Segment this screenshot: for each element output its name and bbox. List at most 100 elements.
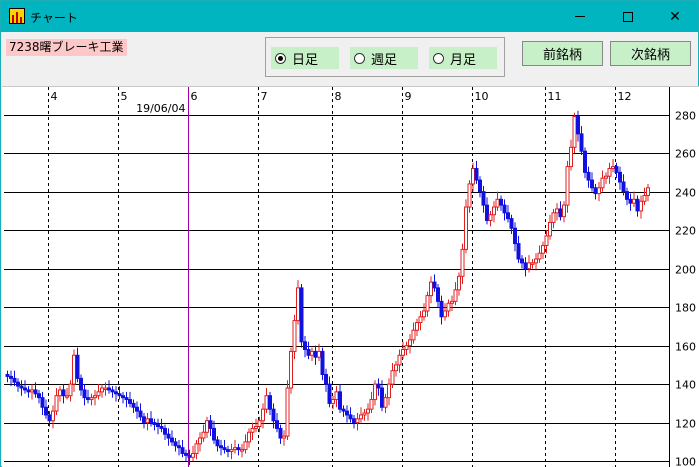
close-button[interactable]: ✕ [652,1,698,32]
candle-down [170,437,174,443]
candle-up [373,383,377,401]
y-tick-label: 240 [675,187,696,200]
candle-up [100,387,104,393]
chart-svg: 100 120 140 160 180 200 220 240 260 280 4 5 6 7 8 9 10 11… [4,87,696,467]
candle-down [380,387,384,408]
candle-up [394,364,398,372]
candle-up [194,443,199,454]
candle-up [355,418,360,424]
candle-down [478,179,482,193]
candle-up [555,208,559,214]
candle-up [264,395,269,410]
candle-up [369,399,374,410]
month-label: 6 [191,90,198,103]
candle-down [208,420,213,429]
radio-monthly[interactable]: 月足 [429,47,497,69]
maximize-button[interactable] [605,1,651,32]
candle-down [79,377,83,391]
candle-down [37,393,41,399]
radio-daily[interactable]: 日足 [271,47,339,69]
chart-range-group: 日足 週足 月足 [265,37,505,77]
y-tick-label: 280 [675,110,696,123]
minimize-button[interactable] [557,1,603,32]
candle-up [422,310,426,318]
candle-down [152,422,157,426]
candle-up [565,166,570,206]
candle-up [51,410,55,422]
candle-down [12,377,17,383]
candle-up [282,435,286,439]
candlestick-chart[interactable]: 100 120 140 160 180 200 220 240 260 280 4 5 6 7 8 9 10 11… [2,86,699,467]
candle-down [159,425,164,429]
candle-down [128,399,132,404]
candle-down [44,406,48,416]
candle-up [250,427,255,433]
candle-down [481,191,486,206]
candle-up [72,354,76,385]
candle-down [590,179,594,189]
candle-up [429,281,433,297]
candle-down [26,389,31,393]
candle-up [54,395,59,412]
title-bar[interactable]: チャート ✕ [1,1,698,32]
candle-down [215,439,220,447]
candle-down [82,389,87,399]
candle-down [268,395,272,410]
candle-up [30,389,34,393]
candle-down [576,116,580,135]
candle-down [271,408,276,422]
candle-down [278,427,283,439]
candle-down [635,198,640,212]
candle-up [247,431,251,443]
candle-down [184,452,188,456]
month-label: 7 [261,90,268,103]
candle-up [401,348,405,356]
candle-up [240,449,244,452]
candle-down [324,374,328,385]
candle-up [257,420,262,427]
candle-down [628,198,633,204]
candle-up [411,329,416,341]
cursor-date-label: 19/06/04 [136,102,185,115]
y-tick-label: 100 [675,456,696,467]
candle-up [201,431,206,439]
candle-up [471,168,475,185]
radio-monthly-label: 月足 [450,52,477,68]
candle-up [285,387,290,437]
next-stock-button[interactable]: 次銘柄 [610,41,691,66]
candle-down [327,383,332,404]
candle-up [450,300,454,304]
candle-up [366,408,370,414]
candle-down [499,198,503,206]
candle-up [457,275,461,291]
candle-up [387,383,391,399]
radio-selected-icon [275,52,286,64]
candle-down [303,341,307,350]
candle-down [47,414,52,422]
candle-down [86,397,90,401]
candle-down [516,243,521,260]
candle-up [460,248,465,277]
y-tick-label: 260 [675,148,696,161]
candle-up [646,187,650,196]
candle-up [254,425,258,429]
candle-up [562,204,566,218]
candle-down [345,410,349,416]
candle-up [611,166,615,170]
candle-up [632,198,636,204]
candle-down [138,410,143,418]
candle-down [212,427,216,441]
previous-stock-button[interactable]: 前銘柄 [522,41,603,66]
candle-up [418,316,423,324]
candle-up [362,412,367,416]
candle-up [415,322,419,331]
candle-down [474,168,479,181]
radio-weekly[interactable]: 週足 [350,47,418,69]
stock-name-label: 7238曙ブレーキ工業 [6,39,127,56]
candle-down [219,445,223,449]
month-label: 10 [475,90,489,103]
candle-up [488,214,493,222]
candle-down [306,348,311,356]
month-label: 5 [121,90,128,103]
candle-down [177,445,181,449]
